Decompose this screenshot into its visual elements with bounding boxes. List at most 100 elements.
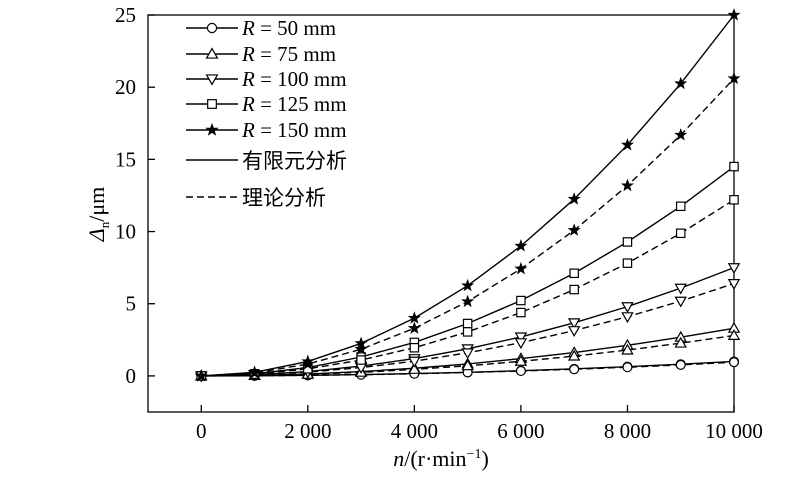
marker-star xyxy=(205,122,219,136)
marker-star xyxy=(620,178,634,192)
marker-star xyxy=(727,71,741,85)
marker-triangle-down xyxy=(674,296,687,308)
marker-square xyxy=(356,355,366,365)
series-line xyxy=(201,199,735,377)
y-tick-label: 25 xyxy=(115,3,136,27)
marker-star xyxy=(194,369,208,382)
legend-item: R = 125 mm xyxy=(186,92,347,116)
marker-square xyxy=(569,284,579,295)
legend-label-variable: R xyxy=(241,67,255,91)
marker-triangle-down xyxy=(514,338,528,350)
legend-label-value: = 75 mm xyxy=(255,42,336,66)
marker-triangle-up xyxy=(205,47,219,59)
marker-triangle-down xyxy=(727,263,741,275)
x-axis-label-close: ) xyxy=(481,446,488,471)
marker-triangle-down xyxy=(567,326,581,337)
marker-square xyxy=(729,161,739,172)
marker-star xyxy=(354,342,368,355)
legend-item: 有限元分析 xyxy=(186,149,347,173)
marker-star xyxy=(514,261,528,275)
marker-star xyxy=(567,192,581,205)
legend-item: 理论分析 xyxy=(186,186,326,210)
x-tick-label: 4 000 xyxy=(391,419,438,443)
marker-star xyxy=(407,321,421,334)
legend-label-value: = 150 mm xyxy=(255,118,347,142)
legend-item: R = 75 mm xyxy=(186,42,336,66)
marker-triangle-up xyxy=(674,336,687,348)
x-axis-label-superscript: −1 xyxy=(467,447,482,462)
marker-square xyxy=(675,228,686,239)
marker-square xyxy=(729,195,739,205)
y-tick-label: 0 xyxy=(126,364,137,388)
marker-triangle-down xyxy=(408,356,421,368)
legend-label: R = 50 mm xyxy=(241,16,336,40)
marker-triangle-up xyxy=(408,363,421,374)
legend-label-value: = 125 mm xyxy=(255,92,347,116)
marker-star xyxy=(620,138,634,151)
x-axis-label-symbol: n xyxy=(393,446,404,471)
marker-star xyxy=(407,311,421,324)
legend-label-variable: R xyxy=(241,16,255,40)
legend-label: R = 125 mm xyxy=(241,92,347,116)
y-tick-label: 20 xyxy=(115,75,136,99)
legend: R = 50 mmR = 75 mmR = 100 mmR = 125 mmR … xyxy=(186,16,347,210)
marker-square xyxy=(409,342,420,353)
marker-square xyxy=(462,318,473,329)
legend-item: R = 100 mm xyxy=(186,67,347,91)
legend-label: 理论分析 xyxy=(242,186,326,210)
x-tick-label: 0 xyxy=(196,419,207,443)
x-tick-label: 10 000 xyxy=(705,419,763,443)
legend-item: R = 150 mm xyxy=(186,118,347,142)
legend-label-variable: R xyxy=(241,92,255,116)
marker-triangle-up xyxy=(727,329,741,340)
marker-star xyxy=(514,239,528,252)
y-tick-label: 10 xyxy=(115,220,136,244)
marker-circle xyxy=(622,362,633,373)
marker-circle xyxy=(728,357,740,368)
axis-ticks: 0 5 10 15 20 25 0 2 000 4 000 6 000 8 000 10 000 xyxy=(115,3,763,443)
marker-circle xyxy=(515,365,526,377)
legend-label-variable: R xyxy=(241,42,255,66)
marker-triangle-down xyxy=(674,283,687,295)
marker-triangle-down xyxy=(461,348,474,360)
series-star-theory xyxy=(194,71,741,382)
marker-circle xyxy=(206,22,218,34)
y-axis-label-symbol: Δ xyxy=(84,228,109,242)
marker-triangle-down xyxy=(621,312,634,324)
series-square-theory xyxy=(196,195,739,381)
legend-label: R = 75 mm xyxy=(241,42,336,66)
x-axis-label: n/(r·min−1) xyxy=(393,446,489,471)
legend-item: R = 50 mm xyxy=(186,16,336,40)
x-tick-label: 2 000 xyxy=(284,419,331,443)
legend-label-value: = 100 mm xyxy=(255,67,347,91)
marker-triangle-down xyxy=(727,279,741,290)
marker-star xyxy=(567,223,581,236)
series-group xyxy=(194,8,741,383)
legend-label: 有限元分析 xyxy=(242,149,347,173)
marker-star xyxy=(301,357,315,370)
x-tick-label: 8 000 xyxy=(604,419,651,443)
marker-square xyxy=(622,258,633,268)
marker-square xyxy=(516,295,526,306)
y-tick-label: 5 xyxy=(126,292,137,316)
marker-triangle-up xyxy=(514,354,528,366)
legend-label-value: = 50 mm xyxy=(255,16,336,40)
marker-star xyxy=(674,128,688,141)
marker-star xyxy=(461,294,475,308)
marker-circle xyxy=(675,359,686,370)
marker-circle xyxy=(569,364,580,375)
marker-square xyxy=(516,307,526,318)
legend-label: R = 100 mm xyxy=(241,67,347,91)
plot-frame xyxy=(147,14,735,413)
x-axis-label-unit: /(r·min xyxy=(404,446,466,471)
marker-square xyxy=(569,268,579,279)
y-axis-label-subscript: n xyxy=(97,221,112,228)
y-axis-label-unit: /μm xyxy=(84,187,109,222)
marker-triangle-down xyxy=(514,332,528,344)
marker-star xyxy=(674,76,688,90)
marker-triangle-down xyxy=(621,302,634,314)
marker-triangle-up xyxy=(567,349,581,361)
marker-triangle-up xyxy=(461,359,474,371)
